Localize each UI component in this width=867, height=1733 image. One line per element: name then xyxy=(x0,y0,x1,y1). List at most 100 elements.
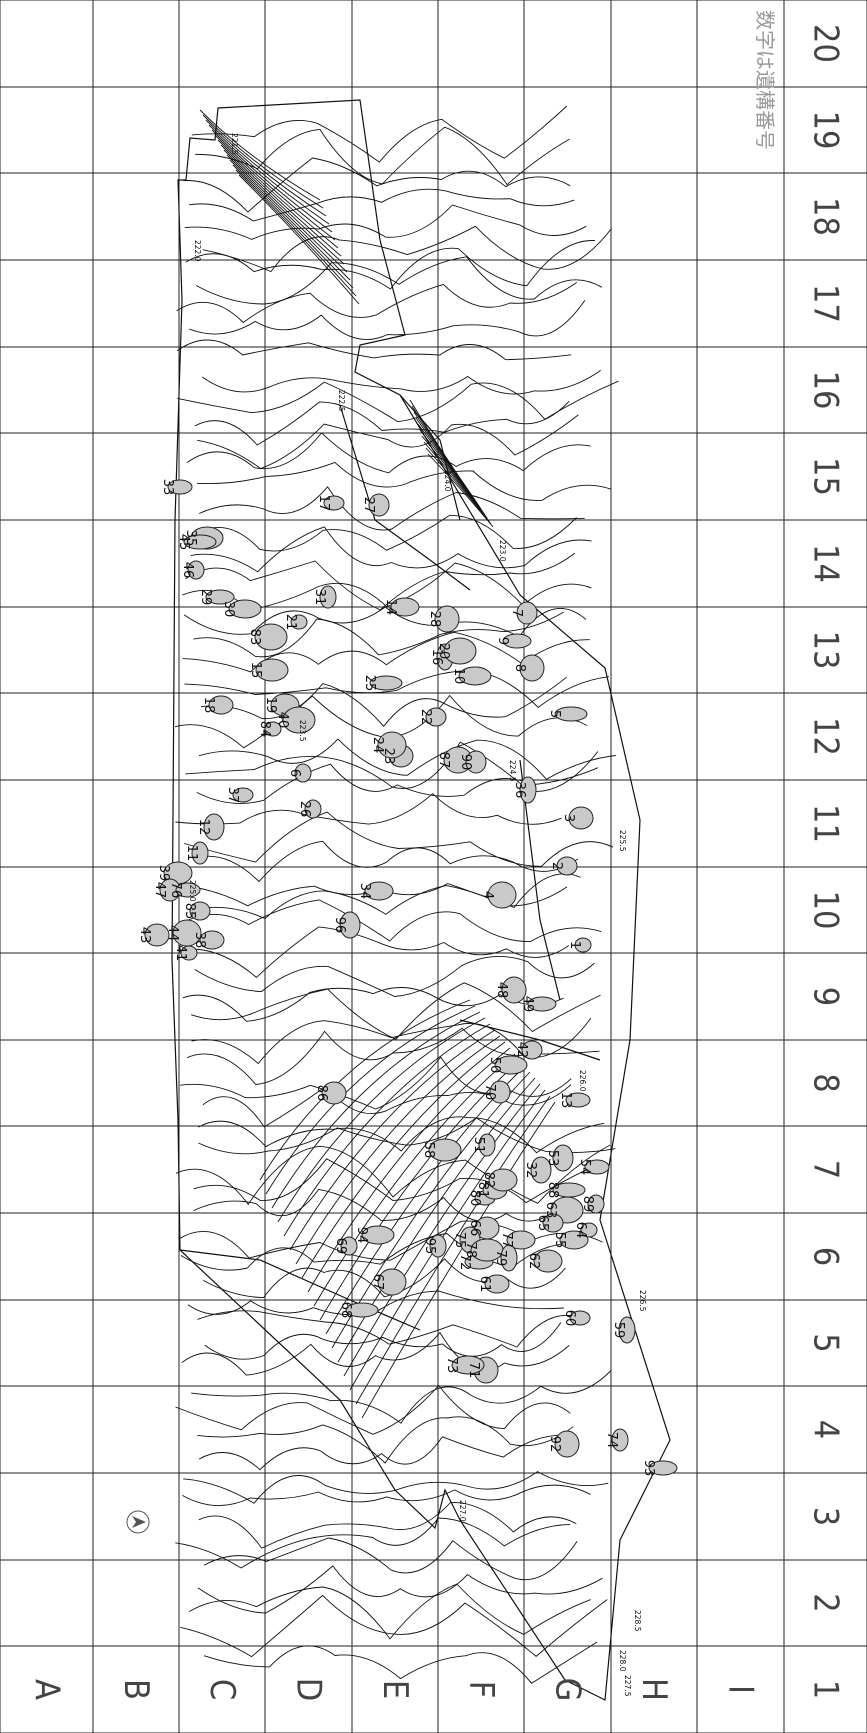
row-label-D: D xyxy=(289,1678,329,1702)
row-labels: A B C D E F G H I xyxy=(27,1678,761,1702)
contour-line xyxy=(235,169,357,297)
column-label-11: 11 xyxy=(806,804,846,843)
contour-line xyxy=(226,154,348,273)
feature-stone-28 xyxy=(434,605,460,633)
row-label-E: E xyxy=(375,1680,415,1699)
feature-stone-20 xyxy=(443,637,477,665)
feature-label-94: 94 xyxy=(354,1227,369,1244)
contour-line xyxy=(175,1384,571,1435)
feature-label-26: 26 xyxy=(297,801,312,818)
feature-stone-15 xyxy=(255,658,289,682)
feature-label-61: 61 xyxy=(477,1276,492,1293)
feature-label-2: 2 xyxy=(549,862,564,870)
feature-stone-26 xyxy=(304,799,322,819)
contour-line xyxy=(211,129,333,233)
contour-line xyxy=(191,1370,611,1424)
feature-label-79: 79 xyxy=(493,1250,508,1267)
contour-line xyxy=(185,240,596,290)
elevation-label: 225.0 xyxy=(188,880,197,902)
contour-line xyxy=(201,370,601,395)
feature-label-78: 78 xyxy=(463,1242,478,1259)
feature-label-27: 27 xyxy=(361,497,376,514)
feature-stone-64 xyxy=(580,1222,598,1238)
feature-label-40: 40 xyxy=(275,712,290,729)
elevation-label: 224.0 xyxy=(443,470,452,492)
contour-line xyxy=(185,552,576,611)
feature-label-53: 53 xyxy=(545,1150,560,1167)
elevation-labels: 221.5 222.0 222.5 223.0 223.5 224.0 224.5 225.0… xyxy=(188,133,647,1697)
feature-stone-12 xyxy=(203,813,225,841)
feature-stone-1 xyxy=(574,937,592,953)
feature-label-16: 16 xyxy=(429,649,444,666)
elevation-label: 228.5 xyxy=(633,1610,642,1632)
feature-label-70: 70 xyxy=(482,1084,497,1101)
column-label-15: 15 xyxy=(806,457,846,496)
contour-line xyxy=(190,982,601,1040)
feature-stone-79 xyxy=(500,1244,518,1272)
feature-label-60: 60 xyxy=(562,1310,577,1327)
feature-label-59: 59 xyxy=(611,1322,626,1339)
feature-label-37: 37 xyxy=(225,787,240,804)
row-label-H: H xyxy=(634,1678,674,1701)
feature-label-21: 21 xyxy=(283,614,298,631)
contour-line xyxy=(265,1005,476,1195)
feature-stone-43 xyxy=(144,923,170,947)
feature-label-12: 12 xyxy=(196,819,211,836)
feature-label-13: 13 xyxy=(558,1092,573,1109)
feature-label-48: 48 xyxy=(494,982,509,999)
feature-stone-10 xyxy=(458,666,492,686)
contour-line xyxy=(194,400,570,446)
feature-stone-60 xyxy=(569,1310,591,1326)
feature-label-54: 54 xyxy=(577,1159,592,1176)
feature-label-29: 29 xyxy=(198,589,213,606)
contour-line xyxy=(189,188,575,222)
feature-label-58: 58 xyxy=(421,1142,436,1159)
contour-line xyxy=(427,453,494,528)
feature-stone-69 xyxy=(340,1236,358,1256)
feature-stone-89 xyxy=(587,1194,605,1214)
feature-label-42: 42 xyxy=(514,1042,529,1059)
contour-lines xyxy=(171,99,671,1701)
feature-stone-14 xyxy=(390,597,420,617)
parcel-line xyxy=(519,759,561,1001)
elevation-label: 222.5 xyxy=(337,390,346,412)
feature-label-87: 87 xyxy=(436,752,451,769)
feature-stone-37 xyxy=(232,787,254,803)
feature-label-77: 77 xyxy=(499,1232,514,1249)
contour-line xyxy=(188,1583,591,1640)
feature-stone-8 xyxy=(519,654,545,682)
contour-line xyxy=(203,1537,578,1581)
feature-stone-44 xyxy=(172,919,202,947)
contour-line xyxy=(183,157,571,213)
parcel-line xyxy=(179,1249,421,1331)
column-label-20: 20 xyxy=(806,24,846,63)
feature-stone-74 xyxy=(611,1428,629,1452)
feature-stone-92 xyxy=(554,1430,580,1458)
feature-label-93: 93 xyxy=(641,1460,656,1477)
feature-stone-67 xyxy=(377,1268,407,1296)
contour-line xyxy=(217,139,339,249)
feature-label-85: 85 xyxy=(182,903,197,920)
contour-line xyxy=(195,514,577,552)
contour-line xyxy=(193,611,565,658)
elevation-label: 222.0 xyxy=(193,240,202,262)
north-arrow-icon xyxy=(126,1510,150,1534)
feature-label-18: 18 xyxy=(201,697,216,714)
feature-label-55: 55 xyxy=(552,1232,567,1249)
feature-stone-54 xyxy=(584,1159,610,1175)
feature-stone-53 xyxy=(552,1144,574,1172)
feature-stone-95 xyxy=(429,1234,447,1258)
contour-line xyxy=(198,1434,565,1471)
contour-line xyxy=(425,447,492,525)
feature-stone-5 xyxy=(554,706,588,722)
feature-label-63: 63 xyxy=(543,1202,558,1219)
contour-line xyxy=(349,1089,546,1391)
feature-label-95: 95 xyxy=(422,1238,437,1255)
contour-line xyxy=(289,1029,496,1251)
feature-stone-96 xyxy=(339,911,361,939)
feature-stone-38 xyxy=(199,930,225,950)
elevation-label: 223.5 xyxy=(298,720,307,742)
